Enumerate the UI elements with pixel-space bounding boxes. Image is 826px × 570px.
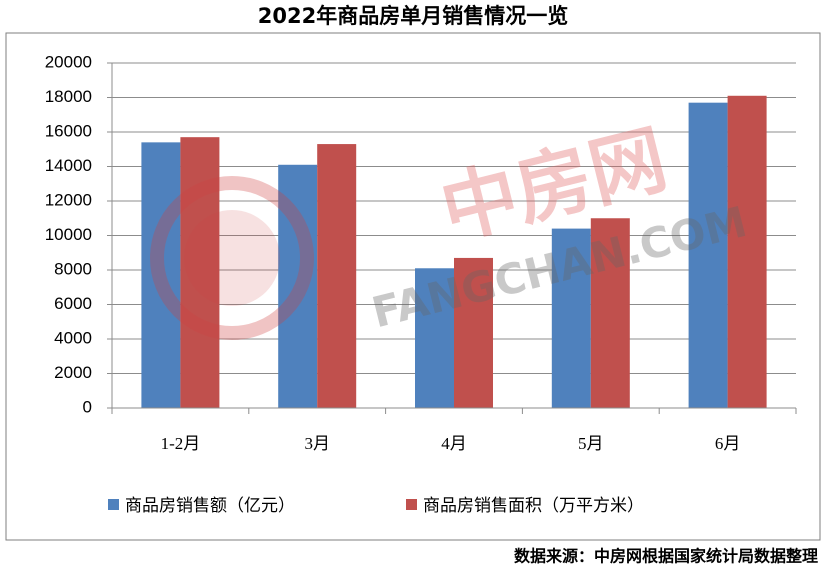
y-tick-label: 2000 (54, 363, 92, 382)
bar (727, 95, 767, 409)
x-tick-label: 4月 (441, 434, 467, 453)
watermark-logo (150, 176, 314, 340)
x-tick-label: 1-2月 (161, 434, 201, 453)
bar (551, 228, 591, 408)
source-note: 数据来源：中房网根据国家统计局数据整理 (514, 547, 818, 566)
x-tick-label: 3月 (304, 434, 330, 453)
bar (278, 164, 318, 408)
y-tick-label: 0 (83, 397, 92, 416)
x-tick-label: 6月 (715, 434, 741, 453)
bar (180, 137, 220, 409)
legend-label: 商品房销售额（亿元） (125, 496, 295, 516)
bar (590, 218, 630, 408)
bar (454, 257, 493, 408)
bar (415, 268, 454, 408)
y-tick-label: 8000 (54, 259, 92, 278)
bar (688, 102, 728, 409)
legend-swatch (108, 499, 119, 510)
y-tick-label: 4000 (54, 328, 92, 347)
y-tick-label: 12000 (45, 190, 92, 209)
legend-label: 商品房销售面积（万平方米） (423, 496, 644, 516)
legend-swatch (406, 499, 417, 510)
x-tick-label: 5月 (578, 434, 604, 453)
y-tick-label: 20000 (45, 52, 92, 71)
y-tick-label: 14000 (45, 156, 92, 175)
y-tick-label: 18000 (45, 87, 92, 106)
y-tick-label: 10000 (45, 225, 92, 244)
y-tick-label: 6000 (54, 294, 92, 313)
bar (141, 142, 181, 408)
bar (317, 144, 357, 408)
chart-title: 2022年商品房单月销售情况一览 (258, 4, 568, 28)
y-tick-label: 16000 (45, 121, 92, 140)
